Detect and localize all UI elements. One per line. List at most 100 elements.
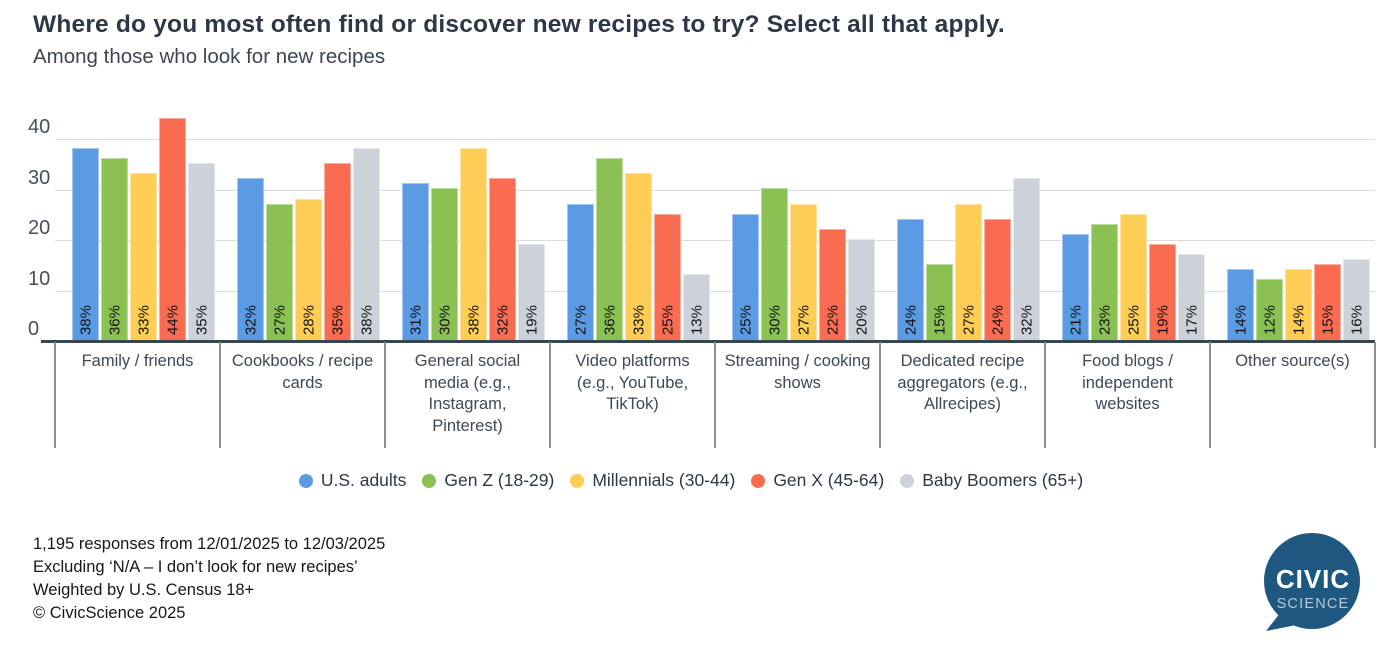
bar-value-label: 32% xyxy=(494,304,511,335)
bar-value-label: 15% xyxy=(931,304,948,335)
bar-value-label: 14% xyxy=(1232,304,1249,335)
chart-subtitle: Among those who look for new recipes xyxy=(33,45,386,68)
bar-value-label: 24% xyxy=(989,304,1006,335)
legend-item: Baby Boomers (65+) xyxy=(900,470,1083,491)
bar: 32% xyxy=(489,178,516,340)
category-divider xyxy=(1374,342,1376,448)
y-axis-tick-label: 40 xyxy=(28,116,51,138)
bar-value-label: 33% xyxy=(630,304,647,335)
chart-title: Where do you most often find or discover… xyxy=(33,11,1005,38)
bar: 24% xyxy=(897,219,924,340)
bar: 25% xyxy=(732,214,759,340)
bar-value-label: 22% xyxy=(824,304,841,335)
chart-legend: U.S. adults Gen Z (18-29) Millennials (30-… xyxy=(0,470,1382,491)
y-axis-tick-label: 20 xyxy=(28,217,51,239)
bar-value-label: 31% xyxy=(407,304,424,335)
bar: 27% xyxy=(955,204,982,340)
bar: 25% xyxy=(654,214,681,340)
legend-label: Baby Boomers (65+) xyxy=(922,470,1084,490)
bar: 22% xyxy=(819,229,846,340)
legend-label: Millennials (30-44) xyxy=(592,470,736,490)
legend-marker-icon xyxy=(900,473,915,488)
bar-value-label: 21% xyxy=(1067,304,1084,335)
footnote-responses: 1,195 responses from 12/01/2025 to 12/03… xyxy=(33,535,386,553)
logo-text-civic: CIVIC xyxy=(1276,564,1350,594)
category-divider xyxy=(714,342,716,448)
category-divider xyxy=(384,342,386,448)
bar: 19% xyxy=(1149,244,1176,340)
bar-value-label: 44% xyxy=(164,304,181,335)
bar-value-label: 38% xyxy=(77,304,94,335)
legend-label: U.S. adults xyxy=(320,470,407,490)
legend-marker-icon xyxy=(751,473,766,488)
bar: 27% xyxy=(266,204,293,340)
bar: 27% xyxy=(567,204,594,340)
chart-footnotes: 1,195 responses from 12/01/2025 to 12/03… xyxy=(33,533,385,625)
legend-marker-icon xyxy=(570,473,585,488)
bar: 13% xyxy=(683,274,710,340)
bar-value-label: 24% xyxy=(902,304,919,335)
gridline-y-20 xyxy=(55,240,1375,241)
category-label: Family / friends xyxy=(81,352,194,370)
bar-value-label: 36% xyxy=(601,304,618,335)
bar: 31% xyxy=(402,183,429,340)
bar: 24% xyxy=(984,219,1011,340)
bar-value-label: 30% xyxy=(436,304,453,335)
bar-value-label: 38% xyxy=(358,304,375,335)
bar-value-label: 25% xyxy=(737,304,754,335)
category-label: Streaming / cooking shows xyxy=(724,352,871,392)
legend-item: U.S. adults xyxy=(298,470,407,491)
bar-value-label: 17% xyxy=(1183,304,1200,335)
bar: 30% xyxy=(761,188,788,340)
bar: 16% xyxy=(1343,259,1370,340)
gridline-y-30 xyxy=(55,189,1375,191)
bar-value-label: 23% xyxy=(1096,304,1113,335)
bar: 38% xyxy=(353,148,380,340)
bar-value-label: 27% xyxy=(271,304,288,335)
civicscience-logo: CIVIC SCIENCE xyxy=(1264,533,1360,631)
category-divider xyxy=(879,342,881,448)
category-label: Other source(s) xyxy=(1235,352,1350,370)
bar-value-label: 28% xyxy=(300,304,317,335)
footnote-copyright: © CivicScience 2025 xyxy=(33,604,186,622)
bar: 32% xyxy=(1013,178,1040,340)
bar-value-label: 15% xyxy=(1319,304,1336,335)
bar-value-label: 25% xyxy=(1125,304,1142,335)
legend-item: Millennials (30-44) xyxy=(570,470,735,491)
bar: 36% xyxy=(101,158,128,340)
category-label: General social media (e.g., Instagram, P… xyxy=(414,352,521,435)
bar: 25% xyxy=(1120,214,1147,340)
bar: 33% xyxy=(130,173,157,340)
x-axis-line xyxy=(41,340,1375,343)
y-axis-tick-label: 30 xyxy=(28,166,51,189)
bar: 23% xyxy=(1091,224,1118,340)
bar: 38% xyxy=(72,148,99,340)
y-axis-tick-label: 0 xyxy=(28,318,40,340)
legend-item: Gen X (45-64) xyxy=(751,470,884,491)
bar-value-label: 19% xyxy=(523,304,540,335)
bar: 38% xyxy=(460,148,487,340)
category-label: Dedicated recipe aggregators (e.g., Allr… xyxy=(897,352,1028,413)
bar-value-label: 27% xyxy=(960,304,977,335)
legend-item: Gen Z (18-29) xyxy=(422,470,554,491)
bar-value-label: 38% xyxy=(465,304,482,335)
category-label: Food blogs / independent websites xyxy=(1082,352,1173,413)
legend-marker-icon xyxy=(422,473,437,488)
category-divider xyxy=(549,342,551,448)
bar-value-label: 35% xyxy=(329,304,346,335)
bar: 32% xyxy=(237,178,264,340)
bar-value-label: 25% xyxy=(659,304,676,335)
bar: 27% xyxy=(790,204,817,340)
bar-value-label: 32% xyxy=(242,304,259,335)
bar-value-label: 20% xyxy=(853,304,870,335)
bar: 30% xyxy=(431,188,458,340)
legend-label: Gen Z (18-29) xyxy=(444,470,555,490)
bar-value-label: 36% xyxy=(106,304,123,335)
bar: 35% xyxy=(188,163,215,340)
bar: 44% xyxy=(159,118,186,340)
logo-text-science: SCIENCE xyxy=(1277,596,1350,612)
bar-value-label: 19% xyxy=(1154,304,1171,335)
bar-value-label: 33% xyxy=(135,304,152,335)
